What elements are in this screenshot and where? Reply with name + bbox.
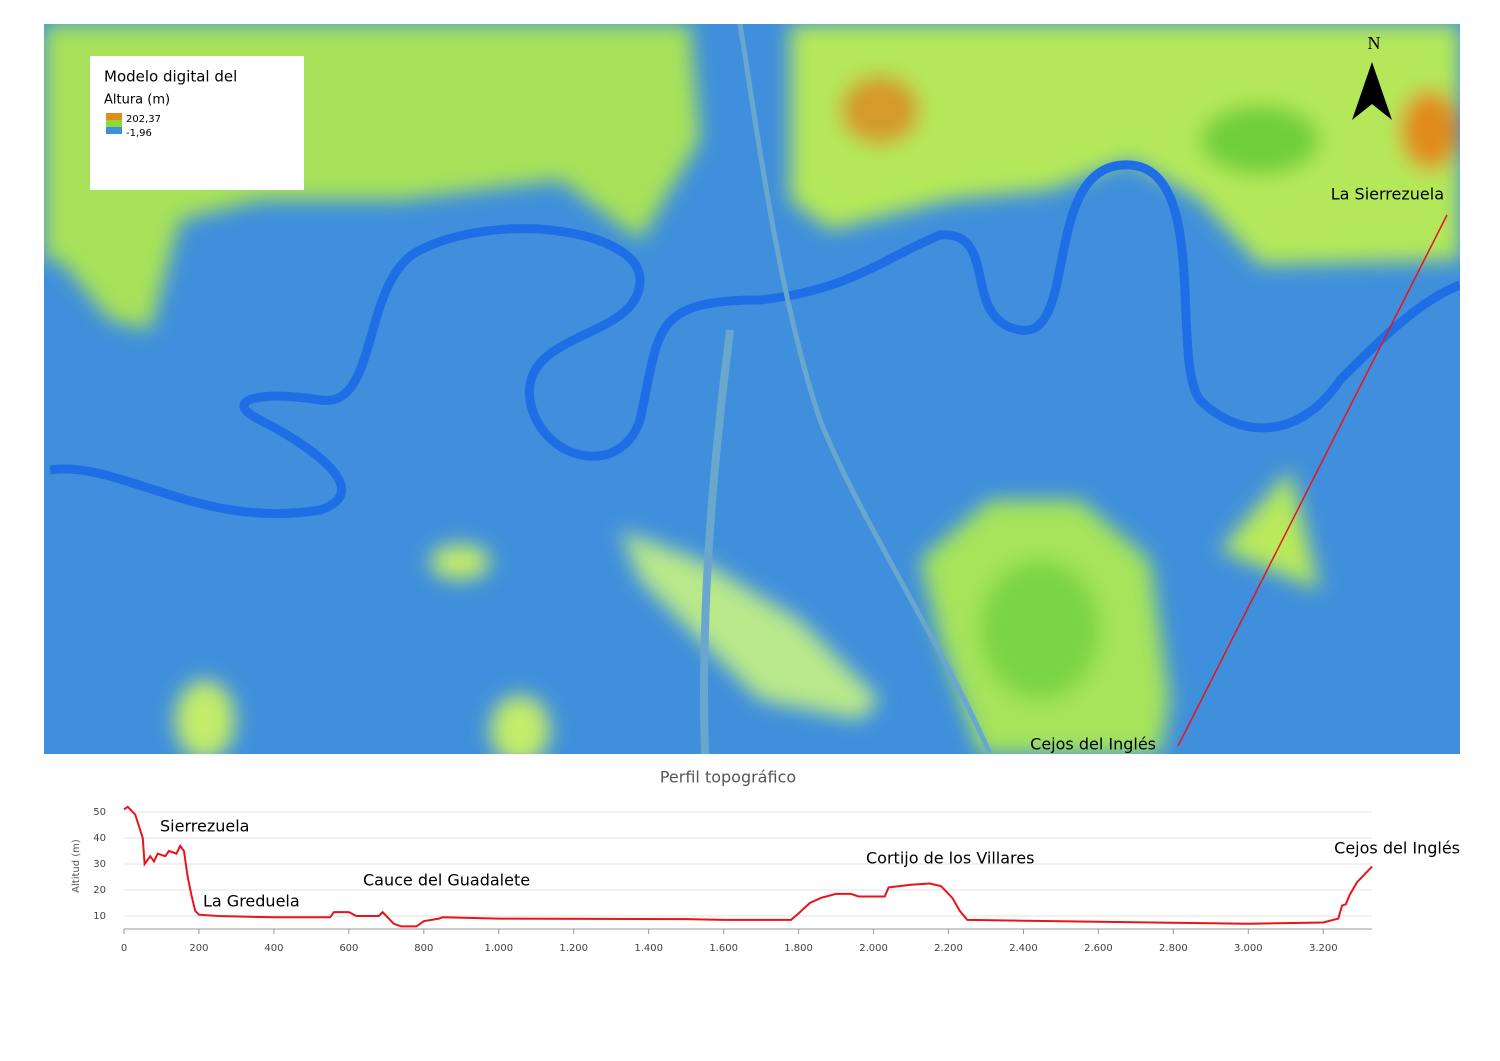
x-tick-label: 2.000 xyxy=(859,943,888,954)
north-arrow xyxy=(1352,62,1392,120)
annotation: Cortijo de los Villares xyxy=(866,849,1034,868)
x-tick-label: 2.600 xyxy=(1084,943,1113,954)
profile-line xyxy=(123,805,1373,928)
x-tick-label: 200 xyxy=(189,943,208,954)
north-label: N xyxy=(1368,33,1381,53)
y-tick-label: 50 xyxy=(93,807,106,818)
profile-line xyxy=(1177,214,1448,747)
x-tick-label: 1.000 xyxy=(484,943,513,954)
x-tick-label: 0 xyxy=(121,943,127,954)
road xyxy=(737,24,993,754)
road xyxy=(700,329,734,754)
map-label: La Sierrezuela xyxy=(1331,185,1444,204)
legend-swatch-mid xyxy=(106,120,122,127)
annotation: La Greduela xyxy=(203,892,300,911)
y-axis-label: Altitud (m) xyxy=(71,839,82,893)
x-tick-label: 1.600 xyxy=(709,943,738,954)
map xyxy=(44,24,1460,754)
legend-title: Modelo digital del xyxy=(104,68,237,86)
legend-swatch-low xyxy=(106,127,122,134)
profile-chart: Perfil topográfico Altitud (m) 10 20 30 40 5… xyxy=(71,768,1460,955)
river xyxy=(49,160,1460,519)
x-tick-label: 2.800 xyxy=(1159,943,1188,954)
x-tick-label: 2.400 xyxy=(1009,943,1038,954)
annotation: Sierrezuela xyxy=(160,817,249,836)
legend-max: 202,37 xyxy=(126,114,161,125)
annotation: Cauce del Guadalete xyxy=(363,871,530,890)
x-tick-label: 1.400 xyxy=(634,943,663,954)
x-tick-label: 1.800 xyxy=(784,943,813,954)
x-tick-label: 3.200 xyxy=(1309,943,1338,954)
legend-swatch-high xyxy=(106,113,122,120)
x-tick-label: 800 xyxy=(414,943,433,954)
legend-box xyxy=(90,56,304,190)
x-tick-label: 400 xyxy=(264,943,283,954)
y-tick-label: 20 xyxy=(93,885,106,896)
x-tick-label: 1.200 xyxy=(559,943,588,954)
legend-subtitle: Altura (m) xyxy=(104,93,170,108)
annotation: Cejos del Inglés xyxy=(1334,839,1460,858)
terrain xyxy=(44,24,1460,754)
y-tick-label: 10 xyxy=(93,911,106,922)
y-tick-label: 40 xyxy=(93,833,106,844)
x-tick-label: 2.200 xyxy=(934,943,963,954)
x-tick-label: 600 xyxy=(339,943,358,954)
map-label: Cejos del Inglés xyxy=(1030,735,1156,754)
chart-title: Perfil topográfico xyxy=(660,768,796,787)
x-tick-label: 3.000 xyxy=(1234,943,1263,954)
y-tick-label: 30 xyxy=(93,859,106,870)
legend-min: -1,96 xyxy=(126,128,152,139)
